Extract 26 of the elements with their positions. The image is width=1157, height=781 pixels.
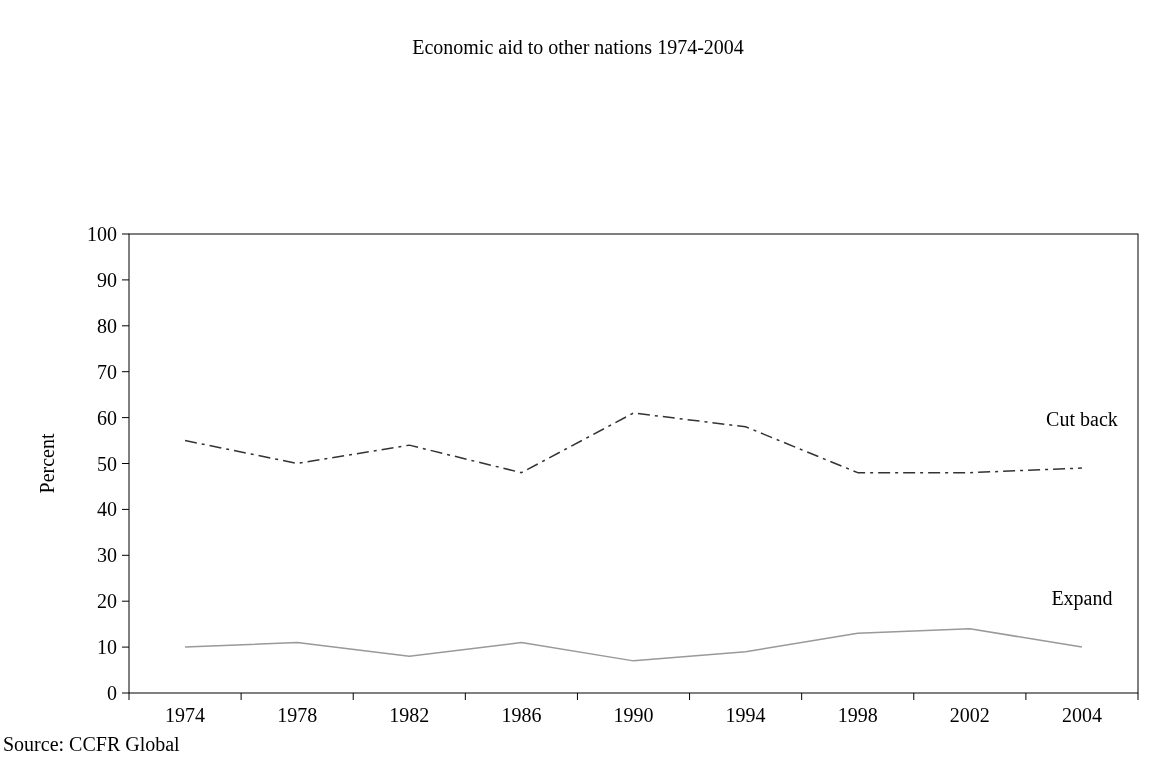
x-tick-label: 1990 (613, 704, 654, 726)
y-tick-label: 10 (97, 636, 117, 659)
x-tick-label: 2002 (949, 704, 990, 726)
x-tick-label: 2004 (1061, 704, 1102, 726)
y-tick-label: 80 (97, 314, 117, 337)
series-label: Cut back (1046, 408, 1118, 431)
x-tick-label: 1974 (165, 704, 206, 726)
y-tick-label: 20 (97, 590, 117, 613)
y-tick-label: 0 (107, 682, 117, 704)
x-tick-label: 1998 (837, 704, 878, 726)
y-tick-label: 100 (87, 223, 117, 245)
series-label: Expand (1051, 587, 1113, 611)
y-tick-label: 40 (97, 498, 117, 521)
y-axis-title: Percent (36, 433, 58, 494)
y-tick-label: 30 (97, 544, 117, 567)
y-tick-label: 50 (97, 452, 117, 475)
x-tick-label: 1986 (501, 704, 542, 726)
source-note: Source: CCFR Global (3, 733, 181, 755)
x-tick-label: 1994 (725, 704, 766, 726)
x-tick-label: 1978 (277, 704, 318, 726)
y-tick-label: 60 (97, 406, 117, 429)
y-tick-label: 90 (97, 268, 117, 291)
x-tick-label: 1982 (389, 704, 430, 726)
y-tick-label: 70 (97, 360, 117, 383)
line-series (184, 627, 1083, 662)
chart-title: Economic aid to other nations 1974-2004 (412, 36, 744, 58)
